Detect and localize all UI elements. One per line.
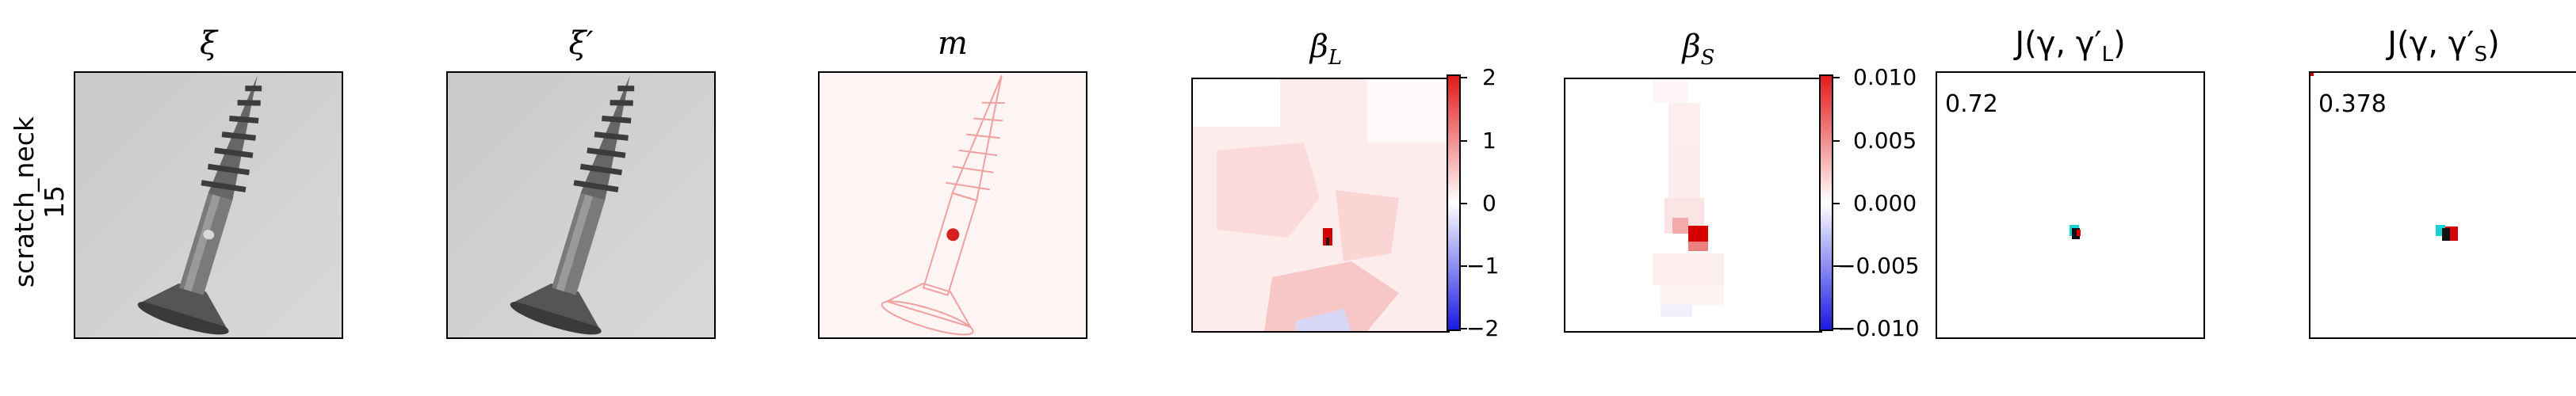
beta-s-heatmap (1565, 79, 1821, 331)
colorbar-beta-s (1819, 74, 1833, 331)
title-beta-s: βS (1682, 29, 1715, 70)
colorbar-s-tickmark-1 (1833, 140, 1840, 142)
score-j-s: 0.378 (2318, 90, 2387, 118)
difference-map (820, 73, 1086, 337)
overlap-map-l (2070, 225, 2081, 239)
colorbar-l-tick-2: 0 (1482, 190, 1496, 216)
colorbar-s-tickmark-0 (1833, 77, 1840, 78)
colorbar-l-tickmark-0 (1461, 77, 1467, 78)
colorbar-l-tickmark-1 (1461, 140, 1467, 142)
colorbar-s-tickmark-2 (1833, 203, 1840, 204)
panel-xi (74, 71, 343, 339)
colorbar-l-tickmark-3 (1461, 265, 1467, 267)
colorbar-l-tickmark-2 (1461, 203, 1467, 204)
colorbar-s-tick-0: 0.010 (1853, 64, 1917, 90)
colorbar-s-tick-2: 0.000 (1853, 190, 1917, 216)
panel-j-s: 0.378 (2309, 71, 2576, 339)
colorbar-s-tick-1: 0.005 (1853, 128, 1917, 154)
colorbar-s-tick-4: −0.010 (1837, 315, 1920, 341)
panel-m (818, 71, 1087, 339)
colorbar-l-tick-1: 1 (1482, 128, 1496, 154)
panel-xi-prime (446, 71, 716, 339)
colorbar-s-tick-3: −0.005 (1837, 253, 1920, 279)
row-label-index: 15 (39, 185, 70, 219)
screw-reconstruction-image (448, 73, 714, 337)
row-label: scratch_neck 15 (9, 67, 70, 337)
row-label-category: scratch_neck (9, 116, 40, 288)
title-m: m (938, 25, 968, 62)
colorbar-s-tickmark-4 (1833, 328, 1840, 329)
title-xi-prime: ξ′ (568, 25, 594, 62)
colorbar-l-tick-0: 2 (1482, 64, 1496, 90)
colorbar-l-tick-3: −1 (1466, 253, 1500, 279)
overlap-map-s (2310, 73, 2458, 241)
panel-beta-l (1191, 78, 1450, 333)
screw-image (75, 73, 342, 337)
title-xi: ξ (199, 25, 218, 62)
title-j-l: J(γ, γ′L) (2015, 25, 2126, 67)
panel-beta-s (1564, 78, 1822, 333)
score-j-l: 0.72 (1945, 90, 1998, 118)
title-j-s: J(γ, γ′S) (2387, 25, 2500, 67)
colorbar-l-tickmark-4 (1461, 328, 1467, 329)
title-beta-l: βL (1309, 29, 1343, 70)
colorbar-l-tick-4: −2 (1466, 315, 1500, 341)
colorbar-beta-l (1447, 74, 1461, 331)
colorbar-s-tickmark-3 (1833, 265, 1840, 267)
panel-j-l: 0.72 (1936, 71, 2205, 339)
beta-l-heatmap (1193, 79, 1448, 331)
